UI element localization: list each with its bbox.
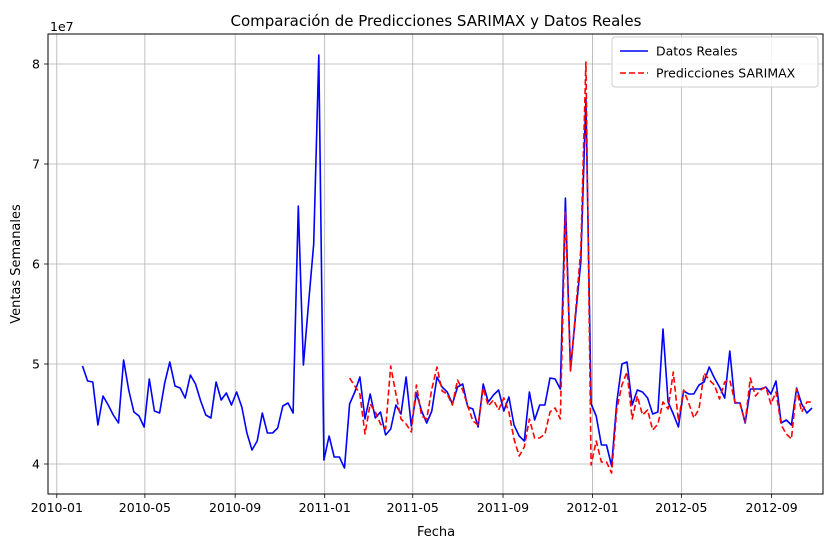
series-line-predicciones-sarimax [348, 61, 812, 474]
x-tick-label: 2011-01 [299, 500, 351, 515]
x-tick-label: 2010-05 [119, 500, 171, 515]
y-tick-label: 5 [32, 357, 40, 372]
y-offset-label: 1e7 [50, 19, 74, 34]
x-tick-label: 2012-01 [566, 500, 618, 515]
legend-label-predicciones-sarimax: Predicciones SARIMAX [656, 66, 796, 81]
x-tick-label: 2012-09 [746, 500, 798, 515]
y-tick-label: 4 [32, 457, 40, 472]
y-tick-label: 7 [32, 157, 40, 172]
y-axis-label: Ventas Semanales [9, 204, 24, 324]
chart-title: Comparación de Predicciones SARIMAX y Da… [231, 12, 642, 30]
x-tick-label: 2010-09 [209, 500, 261, 515]
legend-box [611, 36, 819, 88]
series-layer [81, 54, 813, 474]
x-tick-label: 2010-01 [31, 500, 83, 515]
y-tick-label: 8 [32, 57, 40, 72]
x-tick-label: 2012-05 [655, 500, 707, 515]
grid [48, 34, 823, 494]
x-tick-label: 2011-05 [387, 500, 439, 515]
legend-label-datos-reales: Datos Reales [656, 44, 737, 59]
x-axis-label: Fecha [417, 525, 455, 540]
x-axis: 2010-01 2010-05 2010-09 2011-01 2011-05 2011-… [31, 494, 798, 515]
x-tick-label: 2011-09 [477, 500, 529, 515]
legend: Datos Reales Predicciones SARIMAX [611, 36, 819, 88]
series-line-datos-reales [81, 54, 813, 469]
y-axis: 4 5 6 7 8 [32, 57, 48, 472]
y-tick-label: 6 [32, 257, 40, 272]
